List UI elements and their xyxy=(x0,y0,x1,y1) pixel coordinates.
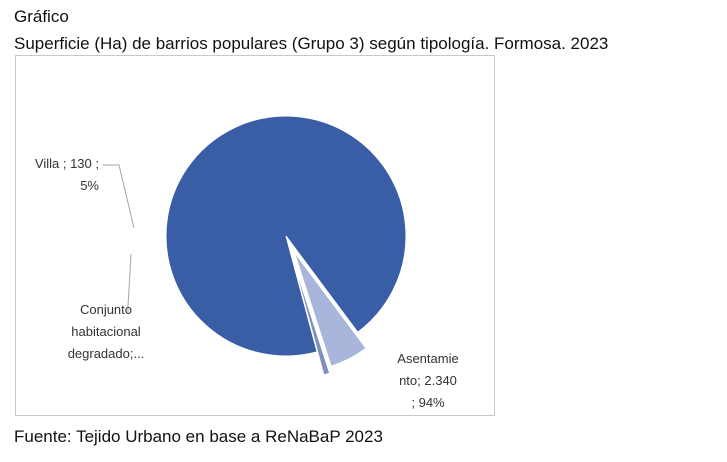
leader-line-conjunto-habitacional xyxy=(127,253,132,314)
chart-area: Asentamie nto; 2.340; 94% Villa ; 130 ; 5% C… xyxy=(15,55,495,416)
pie-slice-villa xyxy=(293,251,367,367)
pie-slice-asentamiento xyxy=(165,115,407,357)
pie-chart: Asentamie nto; 2.340; 94% Villa ; 130 ; 5% C… xyxy=(35,115,459,410)
chart-title: Superficie (Ha) de barrios populares (Gr… xyxy=(14,34,609,53)
data-label-villa: Villa ; 130 ; 5% xyxy=(35,156,100,193)
leader-line-villa xyxy=(103,164,135,229)
data-label-asentamiento: Asentamie nto; 2.340; 94% xyxy=(397,351,458,410)
pie-slice-conjunto-habitacional xyxy=(292,258,331,376)
data-label-conjunto-habitacional: Conjunto habitacional degradado;... xyxy=(68,302,145,361)
source-note: Fuente: Tejido Urbano en base a ReNaBaP … xyxy=(14,427,383,446)
chart-label: Gráfico xyxy=(14,7,69,26)
